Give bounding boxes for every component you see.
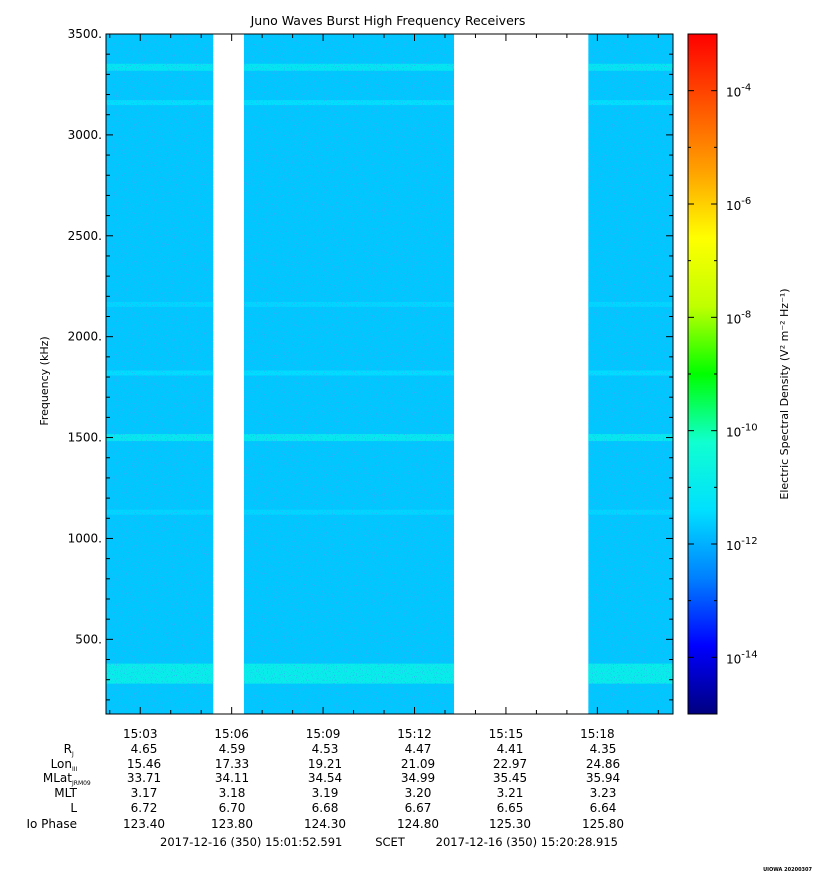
time-range-label: SCET	[375, 835, 406, 849]
x-tick-label: 15:18	[580, 727, 615, 741]
ephemeris-value: 4.65	[131, 742, 158, 756]
ephemeris-row-sublabel: III	[72, 766, 78, 773]
noise-speckle	[588, 34, 673, 714]
ephemeris-value: 125.80	[582, 817, 624, 831]
spectrogram-noise	[106, 34, 673, 714]
ephemeris-value: 123.40	[123, 817, 165, 831]
y-axis-label: Frequency (kHz)	[38, 336, 51, 425]
ephemeris-value: 15.46	[127, 757, 161, 771]
ephemeris-value: 4.59	[219, 742, 246, 756]
y-tick-label: 3000.	[68, 128, 102, 142]
colorbar-tick-label: 10-14	[726, 649, 758, 666]
ephemeris-row-sublabel: JRM09	[71, 780, 91, 787]
ephemeris-row-label: Io Phase	[26, 817, 77, 831]
ephemeris-table: R J 4.65 4.59 4.53 4.47 4.41 4.35 Lon III 15.46 17.…	[26, 742, 624, 831]
ephemeris-value: 34.11	[215, 771, 249, 785]
x-tick-label: 15:06	[214, 727, 249, 741]
ephemeris-value: 6.67	[405, 801, 432, 815]
x-tick-label: 15:12	[397, 727, 432, 741]
ephemeris-value: 6.64	[590, 801, 617, 815]
ephemeris-value: 22.97	[493, 757, 527, 771]
ephemeris-row-label: MLat	[43, 771, 72, 785]
ephemeris-value: 123.80	[211, 817, 253, 831]
ephemeris-value: 4.47	[405, 742, 432, 756]
ephemeris-value: 35.94	[586, 771, 620, 785]
ephemeris-value: 34.54	[308, 771, 342, 785]
data-gaps	[213, 34, 589, 714]
noise-speckle	[106, 34, 214, 714]
ephemeris-value: 3.17	[131, 786, 158, 800]
chart-title: Juno Waves Burst High Frequency Receiver…	[250, 13, 526, 28]
colorbar-axis: 10-14 10-12 10-10 10-8 10-6 10-4	[688, 33, 758, 715]
x-tick-label: 15:09	[306, 727, 341, 741]
time-range-start: 2017-12-16 (350) 15:01:52.591	[160, 835, 342, 849]
y-tick-label: 2000.	[68, 330, 102, 344]
y-tick-label: 1000.	[68, 531, 102, 545]
ephemeris-row-label: L	[70, 801, 77, 815]
data-gap	[454, 34, 589, 714]
ephemeris-value: 6.65	[497, 801, 524, 815]
ephemeris-value: 6.72	[131, 801, 158, 815]
ephemeris-value: 24.86	[586, 757, 620, 771]
ephemeris-value: 3.23	[590, 786, 617, 800]
y-tick-label: 3500.	[68, 27, 102, 41]
data-gap	[213, 34, 244, 714]
ephemeris-value: 124.30	[304, 817, 346, 831]
ephemeris-row-label: Lon	[51, 757, 72, 771]
ephemeris-value: 19.21	[308, 757, 342, 771]
ephemeris-value: 4.41	[497, 742, 524, 756]
time-range-end: 2017-12-16 (350) 15:20:28.915	[436, 835, 618, 849]
ephemeris-value: 35.45	[493, 771, 527, 785]
ephemeris-value: 6.70	[219, 801, 246, 815]
colorbar	[687, 33, 718, 715]
colorbar-tick-label: 10-12	[726, 536, 758, 553]
ephemeris-value: 125.30	[489, 817, 531, 831]
y-tick-label: 2500.	[68, 229, 102, 243]
ephemeris-value: 17.33	[215, 757, 249, 771]
ephemeris-value: 3.20	[405, 786, 432, 800]
noise-speckle	[243, 34, 455, 714]
y-tick-label: 500.	[75, 632, 102, 646]
colorbar-tick-label: 10-10	[726, 423, 758, 440]
ephemeris-row-label: R	[64, 742, 72, 756]
ephemeris-value: 124.80	[397, 817, 439, 831]
plot-frame	[105, 33, 674, 715]
ephemeris-value: 4.35	[590, 742, 617, 756]
y-axis: 500. 1000. 1500. 2000. 2500. 3000. 3500.	[68, 27, 673, 701]
ephemeris-value: 21.09	[401, 757, 435, 771]
x-tick-label: 15:15	[489, 727, 524, 741]
ephemeris-value: 3.21	[497, 786, 524, 800]
y-tick-label: 1500.	[68, 431, 102, 445]
ephemeris-row-sublabel: J	[71, 751, 74, 758]
colorbar-tick-label: 10-6	[726, 196, 751, 213]
ephemeris-value: 3.19	[312, 786, 339, 800]
colorbar-label: Electric Spectral Density (V² m⁻² Hz⁻¹)	[778, 288, 791, 499]
ephemeris-value: 6.68	[312, 801, 339, 815]
ephemeris-value: 3.18	[219, 786, 246, 800]
colorbar-tick-label: 10-4	[726, 83, 751, 100]
credit-label: UIOWA 20200307	[763, 867, 812, 873]
x-axis: 15:03 15:06 15:09 15:12 15:15 15:18	[109, 34, 659, 741]
ephemeris-value: 4.53	[312, 742, 339, 756]
x-tick-label: 15:03	[123, 727, 158, 741]
ephemeris-row-label: MLT	[54, 786, 77, 800]
ephemeris-value: 33.71	[127, 771, 161, 785]
ephemeris-value: 34.99	[401, 771, 435, 785]
colorbar-tick-label: 10-8	[726, 309, 751, 326]
